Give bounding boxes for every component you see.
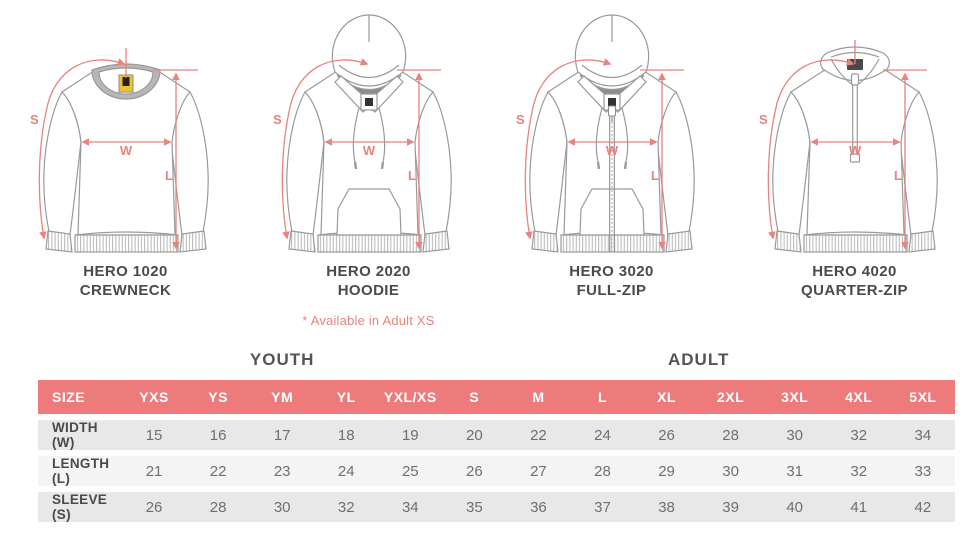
garment-style: QUARTER-ZIP <box>801 281 908 299</box>
size-value: 39 <box>698 492 763 522</box>
column-header-m: M <box>506 380 571 414</box>
size-table: YOUTH ADULT SIZE YXS YS YM YL YXL/XS S M L XL 2XL 3XL… <box>38 342 955 528</box>
size-value: 32 <box>826 456 891 486</box>
garment-crewneck: S W L HERO 1020 CREWNECK <box>4 2 247 332</box>
size-value: 24 <box>314 456 379 486</box>
size-value: 32 <box>826 420 891 450</box>
size-value: 23 <box>250 456 315 486</box>
size-value: 33 <box>890 456 955 486</box>
hoodie-diagram: S W L <box>273 13 452 253</box>
size-value: 40 <box>762 492 827 522</box>
column-header-size: SIZE <box>38 380 122 414</box>
garment-model: HERO 3020 <box>569 263 654 280</box>
size-value: 28 <box>570 456 635 486</box>
size-value: 34 <box>890 420 955 450</box>
group-header-adult: ADULT <box>667 350 730 369</box>
garment-style: FULL-ZIP <box>576 281 647 299</box>
garment-full-zip: S W L HERO 3020 FULL-ZIP <box>490 2 733 332</box>
size-value: 24 <box>570 420 635 450</box>
garment-style: CREWNECK <box>79 281 172 299</box>
size-value: 37 <box>570 492 635 522</box>
length-dim-label: L <box>651 168 659 183</box>
size-value: 26 <box>122 492 187 522</box>
garment-model: HERO 2020 <box>326 263 411 280</box>
width-dim-label: W <box>848 143 861 158</box>
size-value: 29 <box>634 456 699 486</box>
availability-note: * Available in Adult XS <box>302 312 435 328</box>
length-dim-label: L <box>165 168 173 183</box>
row-label: LENGTH (L) <box>38 456 122 486</box>
garment-quarter-zip: S W L HERO 4020 QUARTER-ZIP <box>733 2 976 332</box>
quarter-zip-diagram: S W L <box>759 40 938 253</box>
size-value: 30 <box>698 456 763 486</box>
size-value: 28 <box>698 420 763 450</box>
length-dim-label: L <box>894 168 902 183</box>
column-header-ys: YS <box>186 380 251 414</box>
width-dim-label: W <box>362 143 375 158</box>
size-value: 41 <box>826 492 891 522</box>
column-header-yxs: YXS <box>122 380 187 414</box>
width-dim-label: W <box>605 143 618 158</box>
size-value: 30 <box>250 492 315 522</box>
column-header-ym: YM <box>250 380 315 414</box>
size-value: 20 <box>442 420 507 450</box>
table-row-width-w-: WIDTH (W) 15 16 17 18 19 20 22 24 26 28 30 32 34 <box>38 420 955 450</box>
size-value: 35 <box>442 492 507 522</box>
size-value: 42 <box>890 492 955 522</box>
size-value: 27 <box>506 456 571 486</box>
garment-hoodie: S W L HERO 2020 HOODIE * Available in Ad… <box>247 2 490 332</box>
garment-model: HERO 1020 <box>83 263 168 280</box>
size-value: 22 <box>506 420 571 450</box>
size-value: 15 <box>122 420 187 450</box>
garment-style: HOODIE <box>337 281 400 299</box>
column-header-l: L <box>570 380 635 414</box>
size-value: 25 <box>378 456 443 486</box>
column-header-5xl: 5XL <box>890 380 955 414</box>
group-spacer <box>38 348 122 374</box>
size-header-row: SIZE YXS YS YM YL YXL/XS S M L XL 2XL 3XL 4XL 5XL <box>38 380 955 414</box>
garment-model: HERO 4020 <box>812 263 897 280</box>
group-header-youth: YOUTH <box>249 350 315 369</box>
size-value: 17 <box>250 420 315 450</box>
size-value: 30 <box>762 420 827 450</box>
width-dim-label: W <box>119 143 132 158</box>
column-header-2xl: 2XL <box>698 380 763 414</box>
column-header-yl: YL <box>314 380 379 414</box>
size-value: 31 <box>762 456 827 486</box>
sleeve-dim-label: S <box>759 112 768 127</box>
full-zip-diagram: S W L <box>516 13 695 253</box>
length-dim-label: L <box>408 168 416 183</box>
table-row-sleeve-s-: SLEEVE (S) 26 28 30 32 34 35 36 37 38 39 40 41 42 <box>38 492 955 522</box>
group-header-row: YOUTH ADULT <box>38 348 955 374</box>
column-header-yxl-xs: YXL/XS <box>378 380 443 414</box>
size-value: 36 <box>506 492 571 522</box>
sleeve-dim-label: S <box>273 112 282 127</box>
size-value: 34 <box>378 492 443 522</box>
size-value: 26 <box>634 420 699 450</box>
column-header-4xl: 4XL <box>826 380 891 414</box>
size-value: 16 <box>186 420 251 450</box>
size-value: 32 <box>314 492 379 522</box>
size-value: 38 <box>634 492 699 522</box>
sleeve-dim-label: S <box>30 112 39 127</box>
garment-row: S W L HERO 1020 CREWNECK S W L <box>4 2 976 332</box>
sleeve-dim-label: S <box>516 112 525 127</box>
row-label: SLEEVE (S) <box>38 492 122 522</box>
row-label: WIDTH (W) <box>38 420 122 450</box>
column-header-s: S <box>442 380 507 414</box>
size-value: 28 <box>186 492 251 522</box>
size-value: 26 <box>442 456 507 486</box>
size-value: 21 <box>122 456 187 486</box>
crewneck-diagram: S W L <box>30 48 209 253</box>
column-header-xl: XL <box>634 380 699 414</box>
size-value: 22 <box>186 456 251 486</box>
size-value: 18 <box>314 420 379 450</box>
column-header-3xl: 3XL <box>762 380 827 414</box>
size-value: 19 <box>378 420 443 450</box>
table-row-length-l-: LENGTH (L) 21 22 23 24 25 26 27 28 29 30 31 32 33 <box>38 456 955 486</box>
